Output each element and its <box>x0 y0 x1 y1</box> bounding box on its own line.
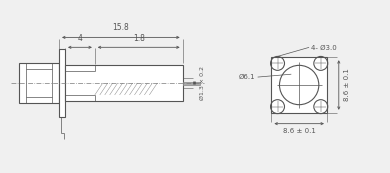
Text: 8.6 ± 0.1: 8.6 ± 0.1 <box>344 69 350 101</box>
Text: Ø6.1: Ø6.1 <box>239 74 256 80</box>
Bar <box>20 63 59 103</box>
Text: Ø1.3 × 0.2: Ø1.3 × 0.2 <box>199 66 204 100</box>
Text: 15.8: 15.8 <box>112 23 129 33</box>
Bar <box>59 49 65 117</box>
Bar <box>65 65 183 101</box>
Bar <box>183 81 200 85</box>
Text: 4- Ø3.0: 4- Ø3.0 <box>311 44 337 50</box>
Text: 1.8: 1.8 <box>133 34 145 43</box>
Bar <box>271 57 327 113</box>
Text: 4: 4 <box>78 34 82 43</box>
Text: 8.6 ± 0.1: 8.6 ± 0.1 <box>283 128 316 134</box>
